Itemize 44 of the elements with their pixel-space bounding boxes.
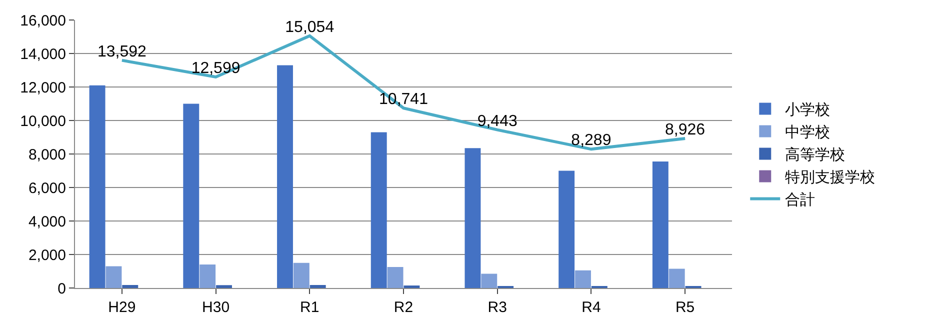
bar [200, 264, 216, 288]
bar [277, 65, 293, 288]
legend-label: 高等学校 [785, 146, 846, 164]
y-tick-label: 8,000 [28, 146, 66, 164]
bar [183, 104, 200, 288]
y-tick-label: 6,000 [28, 180, 66, 197]
bar [481, 274, 498, 288]
legend-label: 小学校 [785, 102, 830, 119]
bar [464, 148, 481, 288]
x-tick-label: R1 [300, 299, 320, 316]
y-tick-label: 4,000 [28, 213, 66, 230]
x-tick-label: H29 [108, 299, 136, 316]
data-label: 8,926 [665, 121, 706, 138]
x-tick-label: R5 [675, 299, 695, 316]
y-tick-label: 10,000 [20, 112, 66, 130]
x-tick-label: H30 [202, 299, 230, 316]
data-label: 15,054 [285, 18, 334, 36]
data-label: 9,443 [477, 112, 518, 130]
bar [106, 266, 122, 288]
data-label: 13,592 [97, 43, 146, 60]
bar [575, 270, 591, 288]
bar [216, 285, 232, 288]
y-tick-label: 14,000 [20, 46, 66, 63]
y-tick-label: 0 [58, 280, 66, 298]
bar [558, 170, 575, 288]
legend-label: 特別支援学校 [785, 169, 876, 186]
y-tick-label: 2,000 [28, 246, 66, 264]
x-tick-label: R3 [488, 299, 507, 316]
x-tick-label: R2 [394, 299, 414, 316]
legend-label: 合計 [785, 192, 816, 209]
bar [370, 132, 387, 288]
bar [122, 284, 138, 288]
bar [310, 284, 326, 288]
x-tick-label: R4 [582, 299, 601, 316]
bar [668, 268, 685, 288]
y-tick-label: 12,000 [20, 79, 66, 96]
legend-label: 中学校 [785, 124, 830, 142]
data-label: 8,289 [571, 132, 612, 150]
bar [293, 262, 310, 288]
bar [387, 267, 404, 288]
y-tick-label: 16,000 [20, 12, 66, 30]
bar [652, 162, 668, 288]
bar [89, 85, 106, 288]
bar [404, 285, 420, 288]
